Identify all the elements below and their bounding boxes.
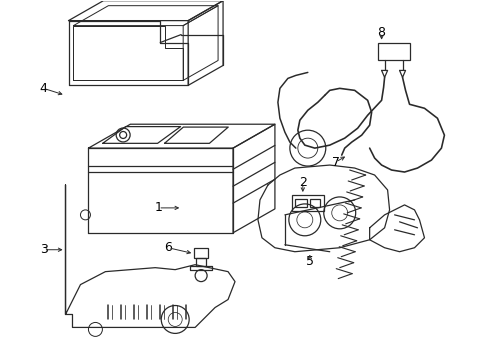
- Bar: [291, 195, 323, 211]
- Text: 1: 1: [154, 201, 162, 215]
- Bar: [377, 42, 408, 60]
- Text: 4: 4: [40, 82, 47, 95]
- Bar: [309, 199, 319, 207]
- Text: 7: 7: [331, 156, 339, 168]
- Bar: [194, 248, 208, 258]
- Text: 5: 5: [305, 255, 313, 268]
- Bar: [196, 258, 205, 266]
- Text: 8: 8: [377, 26, 385, 39]
- Text: 3: 3: [40, 243, 47, 256]
- Text: 2: 2: [298, 176, 306, 189]
- Text: 6: 6: [164, 241, 172, 254]
- Bar: [294, 199, 306, 207]
